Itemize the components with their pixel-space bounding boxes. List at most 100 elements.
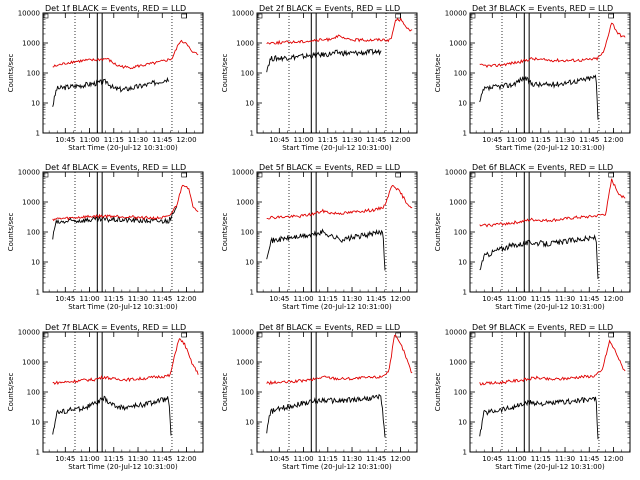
plot-frame [42,331,204,453]
y-tick-label: 10 [31,419,40,427]
y-axis-label: Counts/sec [221,373,229,412]
y-tick-label: 1 [463,449,467,457]
x-tick-label: 11:45 [579,295,599,303]
y-tick-label: 1 [463,289,467,297]
panel-det-7: Det 7f BLACK = Events, RED = LLD Counts/s… [7,323,204,471]
corner-marker [608,172,614,178]
x-axis-label: Start Time (20-Jul-12 10:31:00) [68,463,178,471]
series-lld-line [52,184,199,222]
interval-band [310,171,317,293]
x-tick-label: 11:15 [318,455,338,463]
x-tick-label: 11:15 [531,455,551,463]
panel-title: Det 5f BLACK = Events, RED = LLD [259,163,400,172]
panel-det-4: Det 4f BLACK = Events, RED = LLD Counts/s… [7,163,204,311]
x-tick-label: 11:15 [104,295,124,303]
x-axis-label: Start Time (20-Jul-12 10:31:00) [68,144,178,152]
corner-marker [395,13,401,19]
y-tick-label: 10 [31,259,40,267]
y-tick-label: 100 [454,70,467,78]
y-tick-label: 1000 [22,199,40,207]
plot-frame [256,331,418,453]
x-tick-label: 11:45 [152,136,172,144]
y-axis-label: Counts/sec [221,213,229,252]
y-tick-label: 100 [454,389,467,397]
y-tick-label: 1 [250,289,254,297]
interval-band [523,12,530,134]
y-tick-label: 1 [463,130,467,138]
y-tick-label: 100 [241,229,254,237]
y-axis-label: Counts/sec [7,54,15,93]
x-tick-label: 11:45 [152,455,172,463]
series-lld-line [52,338,199,386]
panel-det-2: Det 2f BLACK = Events, RED = LLD Counts/s… [221,4,418,152]
interval-band [310,12,317,134]
x-tick-label: 11:15 [104,455,124,463]
y-axis-label: Counts/sec [221,54,229,93]
y-tick-label: 1000 [236,199,254,207]
y-tick-label: 10000 [18,329,40,337]
y-tick-label: 1000 [449,40,467,48]
y-tick-label: 1000 [236,40,254,48]
x-axis-label: Start Time (20-Jul-12 10:31:00) [68,303,178,311]
x-tick-label: 11:15 [318,295,338,303]
interval-band [96,171,103,293]
x-tick-label: 11:15 [531,295,551,303]
panel-det-9: Det 9f BLACK = Events, RED = LLD Counts/s… [434,323,631,471]
panel-det-6: Det 6f BLACK = Events, RED = LLD Counts/s… [434,163,631,311]
series-events-line [266,228,386,271]
x-tick-label: 10:45 [55,295,75,303]
corner-marker [608,332,614,338]
y-tick-label: 10000 [18,169,40,177]
interval-band [96,12,103,134]
series-lld-line [266,334,413,386]
plot-frame [469,12,631,134]
y-tick-label: 10 [245,419,254,427]
series-events-line [479,74,599,120]
x-tick-label: 10:45 [55,136,75,144]
x-tick-label: 11:00 [79,455,99,463]
corner-marker [181,13,187,19]
interval-band [523,171,530,293]
y-axis-label: Counts/sec [434,373,442,412]
y-tick-label: 100 [27,229,40,237]
x-tick-label: 11:30 [128,295,148,303]
x-tick-label: 11:30 [128,136,148,144]
x-tick-label: 11:30 [128,455,148,463]
x-tick-label: 11:00 [293,136,313,144]
y-tick-label: 10 [458,100,467,108]
panel-title: Det 4f BLACK = Events, RED = LLD [45,163,186,172]
y-tick-label: 10000 [445,329,467,337]
panel-title: Det 6f BLACK = Events, RED = LLD [472,163,613,172]
corner-marker [395,172,401,178]
y-tick-label: 10000 [18,10,40,18]
series-lld-line [479,178,626,228]
x-tick-label: 10:45 [482,295,502,303]
x-axis-label: Start Time (20-Jul-12 10:31:00) [495,144,605,152]
panel-title: Det 3f BLACK = Events, RED = LLD [472,4,613,13]
y-axis-label: Counts/sec [7,213,15,252]
x-axis-label: Start Time (20-Jul-12 10:31:00) [495,463,605,471]
y-tick-label: 10000 [445,10,467,18]
panel-det-8: Det 8f BLACK = Events, RED = LLD Counts/s… [221,323,418,471]
panel-det-3: Det 3f BLACK = Events, RED = LLD Counts/s… [434,4,631,152]
plot-frame [469,171,631,293]
panel-title: Det 2f BLACK = Events, RED = LLD [259,4,400,13]
x-tick-label: 11:00 [293,295,313,303]
x-tick-label: 11:15 [318,136,338,144]
x-tick-label: 12:00 [390,295,410,303]
interval-band [523,331,530,453]
y-axis-label: Counts/sec [7,373,15,412]
plot-frame [469,331,631,453]
y-tick-label: 10 [458,419,467,427]
y-axis-label: Counts/sec [434,213,442,252]
x-tick-label: 11:30 [342,295,362,303]
series-events-line [266,48,382,73]
y-tick-label: 10 [245,100,254,108]
y-axis-label: Counts/sec [434,54,442,93]
x-tick-label: 10:45 [55,455,75,463]
x-tick-label: 12:00 [390,455,410,463]
plot-frame [42,171,204,293]
x-tick-label: 11:45 [366,295,386,303]
y-tick-label: 1000 [236,359,254,367]
